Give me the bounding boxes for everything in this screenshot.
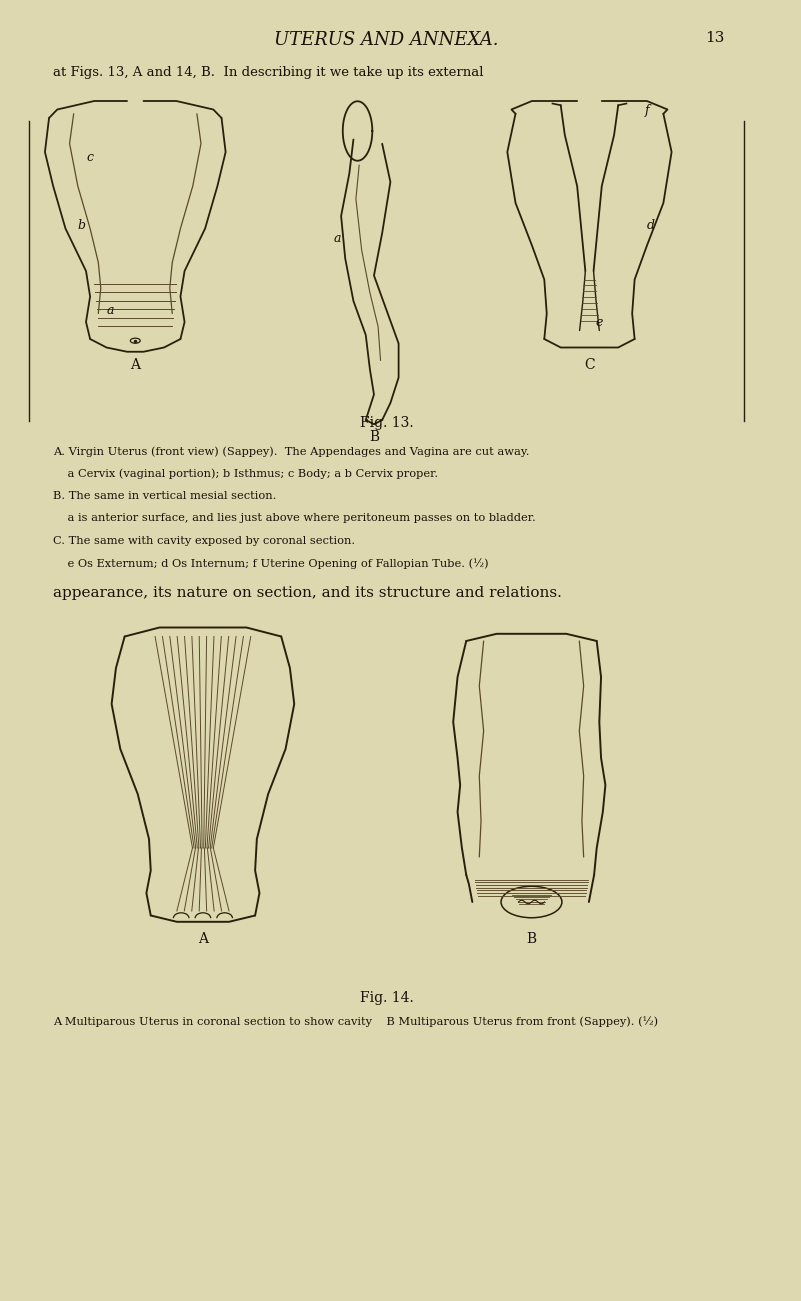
Text: d: d: [647, 219, 655, 232]
Text: Fig. 14.: Fig. 14.: [360, 991, 413, 1004]
Text: b: b: [78, 219, 86, 232]
Text: B: B: [369, 431, 379, 444]
Text: UTERUS AND ANNEXA.: UTERUS AND ANNEXA.: [274, 31, 499, 49]
Text: 13: 13: [706, 31, 725, 46]
Text: C: C: [584, 358, 595, 372]
Text: a Cervix (vaginal portion); b Isthmus; c Body; a b Cervix proper.: a Cervix (vaginal portion); b Isthmus; c…: [53, 468, 438, 479]
Text: at Figs. 13, A and 14, B.  In describing it we take up its external: at Figs. 13, A and 14, B. In describing …: [53, 66, 484, 79]
Text: B: B: [526, 932, 537, 946]
Text: c: c: [87, 151, 94, 164]
Text: e Os Externum; d Os Internum; f Uterine Opening of Fallopian Tube. (½): e Os Externum; d Os Internum; f Uterine …: [53, 558, 489, 569]
Text: Fig. 13.: Fig. 13.: [360, 416, 413, 431]
Text: A: A: [198, 932, 208, 946]
Ellipse shape: [501, 886, 562, 917]
Text: A Multiparous Uterus in coronal section to show cavity    B Multiparous Uterus f: A Multiparous Uterus in coronal section …: [53, 1016, 658, 1026]
Text: f: f: [645, 104, 650, 117]
Text: e: e: [596, 316, 603, 329]
Text: a: a: [333, 232, 340, 245]
Text: A: A: [131, 358, 140, 372]
Ellipse shape: [131, 338, 140, 343]
Text: B. The same in vertical mesial section.: B. The same in vertical mesial section.: [53, 490, 276, 501]
Text: a: a: [107, 303, 115, 316]
Text: C. The same with cavity exposed by coronal section.: C. The same with cavity exposed by coron…: [53, 536, 356, 546]
Text: a is anterior surface, and lies just above where peritoneum passes on to bladder: a is anterior surface, and lies just abo…: [53, 513, 536, 523]
Text: A. Virgin Uterus (front view) (Sappey).  The Appendages and Vagina are cut away.: A. Virgin Uterus (front view) (Sappey). …: [53, 446, 529, 457]
Text: appearance, its nature on section, and its structure and relations.: appearance, its nature on section, and i…: [53, 585, 562, 600]
